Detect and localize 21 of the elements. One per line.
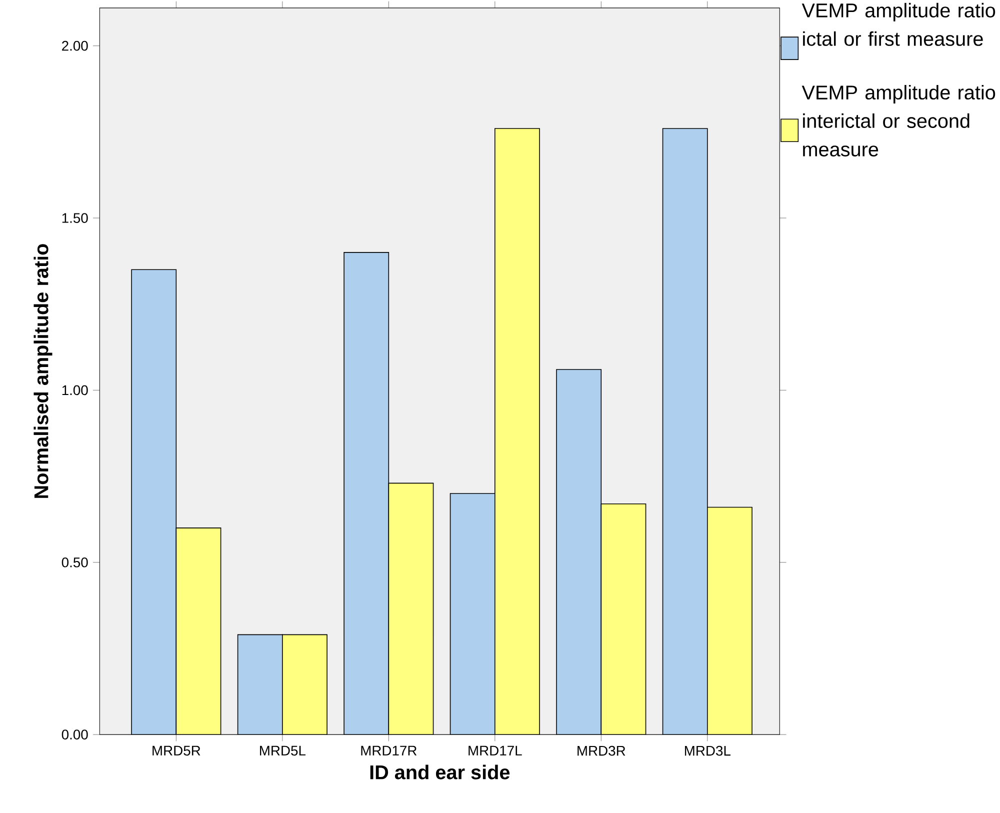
x-tick-label: MRD5L [260, 746, 306, 756]
bar [556, 369, 602, 735]
bar [344, 252, 390, 735]
legend-label: VEMP amplitude ratio interictal or second measure [802, 84, 996, 156]
x-tick-label: MRD17R [361, 746, 417, 756]
bar [131, 269, 177, 735]
bar [450, 493, 496, 735]
x-axis-title: ID and ear side [370, 764, 510, 780]
y-tick-label: 0.50 [62, 557, 88, 568]
x-tick-label: MRD17L [468, 746, 522, 756]
bar [662, 128, 708, 735]
x-tick-label: MRD3R [578, 746, 626, 756]
x-tick-label: MRD5R [152, 746, 200, 756]
bar [237, 634, 283, 735]
y-tick-label: 0.00 [62, 730, 88, 740]
y-tick-label: 1.50 [62, 213, 88, 223]
x-tick-label: MRD3L [684, 746, 730, 756]
y-axis-title: Normalised amplitude ratio [34, 244, 52, 498]
text: VEMP amplitude ratio ictal or first measure [802, 2, 996, 46]
y-tick-label: 2.00 [62, 40, 88, 51]
y-tick-label: 1.00 [62, 385, 88, 396]
